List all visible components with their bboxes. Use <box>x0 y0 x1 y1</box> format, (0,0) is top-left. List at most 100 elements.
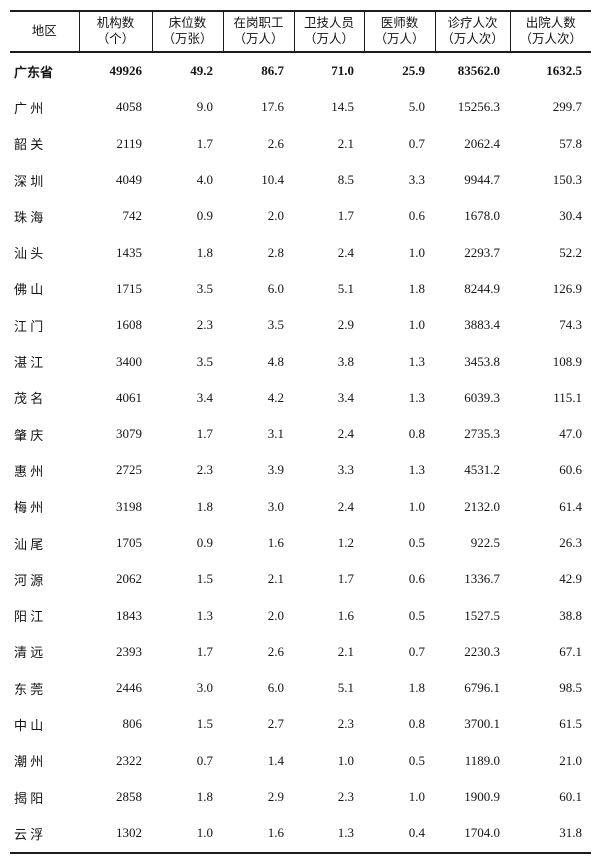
table-row: 韶 关 2119 1.7 2.6 2.1 0.7 2062.4 57.8 <box>10 126 591 162</box>
value-beds: 1.8 <box>196 789 213 805</box>
value-discharged_patients: 60.1 <box>559 789 582 805</box>
value-beds: 1.7 <box>196 135 213 151</box>
value-outpatient_visits: 1678.0 <box>464 208 500 224</box>
region-name: 湛 江 <box>14 355 44 371</box>
region-name: 珠 海 <box>14 209 44 225</box>
table-row: 珠 海 742 0.9 2.0 1.7 0.6 1678.0 30.4 <box>10 198 591 234</box>
value-institutions: 49926 <box>109 63 143 79</box>
value-staff_on_duty: 6.0 <box>267 280 284 296</box>
value-institutions: 1435 <box>116 244 142 260</box>
value-doctors: 0.8 <box>408 426 425 442</box>
value-beds: 0.9 <box>196 535 213 550</box>
value-outpatient_visits: 2293.7 <box>464 244 500 260</box>
value-health_technicians: 8.5 <box>337 172 354 188</box>
value-doctors: 1.0 <box>408 317 425 333</box>
table-header-row: 地区 机构数 （个） 床位数 （万张） 在岗职工 （万人） 卫技人员 （万人） 医师数 （万人） 诊疗… <box>10 10 591 53</box>
value-staff_on_duty: 3.1 <box>267 426 284 442</box>
value-institutions: 4058 <box>116 99 142 115</box>
value-beds: 9.0 <box>196 99 213 115</box>
value-health_technicians: 1.3 <box>294 815 364 854</box>
value-doctors: 1.0 <box>408 244 425 260</box>
value-discharged_patients: 26.3 <box>559 535 582 550</box>
value-institutions: 1705 <box>116 535 142 550</box>
value-outpatient_visits: 83562.0 <box>457 63 500 79</box>
value-beds: 2.3 <box>196 462 213 478</box>
value-institutions: 2119 <box>116 135 142 151</box>
value-health_technicians: 2.1 <box>337 643 354 659</box>
value-health_technicians: 1.0 <box>337 752 354 768</box>
table-row: 梅 州 3198 1.8 3.0 2.4 1.0 2132.0 61.4 <box>10 489 591 525</box>
value-institutions: 806 <box>122 716 143 732</box>
column-header-label: 诊疗人次 <box>447 15 498 30</box>
value-outpatient_visits: 922.5 <box>470 535 500 550</box>
column-header-label: 医师数 <box>380 15 419 30</box>
value-beds: 1.5 <box>196 716 213 732</box>
value-health_technicians: 2.1 <box>337 135 354 151</box>
table-row: 广 州 4058 9.0 17.6 14.5 5.0 15256.3 299.7 <box>10 89 591 125</box>
region-name: 阳 江 <box>14 609 44 625</box>
column-header-label: 卫技人员 <box>303 15 354 30</box>
value-doctors: 1.3 <box>408 353 425 369</box>
value-beds: 3.4 <box>196 389 213 405</box>
region-name: 汕 尾 <box>14 536 44 552</box>
value-institutions: 3400 <box>116 353 142 369</box>
value-discharged_patients: 31.8 <box>510 815 591 854</box>
column-header-beds: 床位数 （万张） <box>151 10 223 53</box>
value-discharged_patients: 60.6 <box>559 462 582 478</box>
value-doctors: 0.5 <box>408 535 425 550</box>
value-discharged_patients: 126.9 <box>552 280 582 296</box>
column-header-unit: （万人） <box>233 32 284 46</box>
health-statistics-table: 地区 机构数 （个） 床位数 （万张） 在岗职工 （万人） 卫技人员 （万人） 医师数 （万人） 诊疗… <box>10 10 591 854</box>
value-institutions: 1843 <box>116 607 142 623</box>
value-staff_on_duty: 3.0 <box>267 498 284 514</box>
value-discharged_patients: 74.3 <box>559 317 582 333</box>
value-outpatient_visits: 3453.8 <box>464 353 500 369</box>
region-name: 广 州 <box>14 100 44 116</box>
column-header-unit: （万人次） <box>441 32 504 46</box>
value-discharged_patients: 38.8 <box>559 607 582 623</box>
value-outpatient_visits: 2062.4 <box>464 135 500 151</box>
value-staff_on_duty: 2.6 <box>267 135 284 151</box>
value-doctors: 0.5 <box>408 607 425 623</box>
value-beds: 1.3 <box>196 607 213 623</box>
region-name: 东 莞 <box>14 681 44 697</box>
value-health_technicians: 3.8 <box>337 353 354 369</box>
value-beds: 2.3 <box>196 317 213 333</box>
value-health_technicians: 2.4 <box>337 426 354 442</box>
table-row: 湛 江 3400 3.5 4.8 3.8 1.3 3453.8 108.9 <box>10 343 591 379</box>
value-health_technicians: 2.3 <box>337 716 354 732</box>
column-header-unit: （万人） <box>303 32 354 46</box>
value-institutions: 2725 <box>116 462 142 478</box>
region-name: 深 圳 <box>14 173 44 189</box>
value-institutions: 1608 <box>116 317 142 333</box>
value-health_technicians: 2.4 <box>337 244 354 260</box>
value-health_technicians: 2.3 <box>337 789 354 805</box>
value-health_technicians: 1.7 <box>337 208 354 224</box>
value-beds: 1.5 <box>196 571 213 587</box>
value-staff_on_duty: 6.0 <box>267 680 284 696</box>
table-row: 汕 头 1435 1.8 2.8 2.4 1.0 2293.7 52.2 <box>10 234 591 270</box>
column-header-unit: （个） <box>96 32 135 46</box>
table-row: 潮 州 2322 0.7 1.4 1.0 0.5 1189.0 21.0 <box>10 743 591 779</box>
region-name: 云 浮 <box>10 815 79 854</box>
value-outpatient_visits: 3700.1 <box>464 716 500 732</box>
table-row: 清 远 2393 1.7 2.6 2.1 0.7 2230.3 67.1 <box>10 634 591 670</box>
table-row: 中 山 806 1.5 2.7 2.3 0.8 3700.1 61.5 <box>10 706 591 742</box>
region-name: 潮 州 <box>14 754 44 770</box>
value-institutions: 4061 <box>116 389 142 405</box>
table-row: 茂 名 4061 3.4 4.2 3.4 1.3 6039.3 115.1 <box>10 380 591 416</box>
value-doctors: 0.6 <box>408 571 425 587</box>
value-discharged_patients: 61.5 <box>559 716 582 732</box>
value-outpatient_visits: 1189.0 <box>464 752 500 768</box>
value-institutions: 2062 <box>116 571 142 587</box>
value-beds: 3.0 <box>196 680 213 696</box>
value-staff_on_duty: 1.4 <box>267 752 284 768</box>
value-beds: 49.2 <box>190 63 213 79</box>
value-staff_on_duty: 4.2 <box>267 389 284 405</box>
value-institutions: 1302 <box>79 815 152 854</box>
value-beds: 1.7 <box>196 643 213 659</box>
table-row: 江 门 1608 2.3 3.5 2.9 1.0 3883.4 74.3 <box>10 307 591 343</box>
table-row: 东 莞 2446 3.0 6.0 5.1 1.8 6796.1 98.5 <box>10 670 591 706</box>
value-outpatient_visits: 8244.9 <box>464 280 500 296</box>
value-doctors: 1.8 <box>408 280 425 296</box>
